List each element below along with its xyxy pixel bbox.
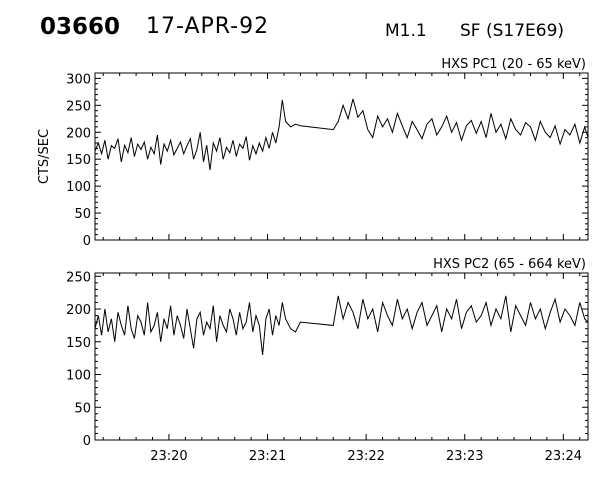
plot-frame bbox=[94, 272, 589, 441]
y-tick-label: 0 bbox=[83, 234, 91, 249]
series-line bbox=[94, 295, 589, 355]
y-tick-label: 200 bbox=[66, 126, 91, 141]
x-tick-label: 23:20 bbox=[150, 449, 187, 464]
y-tick-label: 100 bbox=[66, 180, 91, 195]
series-line bbox=[94, 98, 589, 171]
plot-frame bbox=[94, 72, 589, 241]
y-tick-label: 150 bbox=[66, 336, 91, 351]
flare-info: SF (S17E69) bbox=[460, 21, 565, 41]
y-tick-label: 250 bbox=[66, 99, 91, 114]
x-tick-label: 23:24 bbox=[545, 449, 582, 464]
event-date: 17-APR-92 bbox=[146, 14, 270, 39]
y-tick-label: 250 bbox=[66, 270, 91, 285]
x-tick-label: 23:23 bbox=[446, 449, 483, 464]
panel-title: HXS PC2 (65 - 664 keV) bbox=[433, 257, 586, 272]
y-tick-label: 0 bbox=[83, 434, 91, 449]
event-id: 03660 bbox=[40, 14, 121, 40]
panel-title: HXS PC1 (20 - 65 keV) bbox=[441, 57, 586, 72]
x-tick-label: 23:21 bbox=[249, 449, 286, 464]
y-tick-label: 50 bbox=[74, 401, 91, 416]
y-axis-label: CTS/SEC bbox=[37, 129, 52, 184]
y-tick-label: 300 bbox=[66, 72, 91, 87]
y-tick-label: 200 bbox=[66, 303, 91, 318]
x-tick-label: 23:22 bbox=[347, 449, 384, 464]
flare-class: M1.1 bbox=[385, 21, 427, 41]
y-tick-label: 50 bbox=[74, 207, 91, 222]
y-tick-label: 100 bbox=[66, 369, 91, 384]
y-tick-label: 150 bbox=[66, 153, 91, 168]
